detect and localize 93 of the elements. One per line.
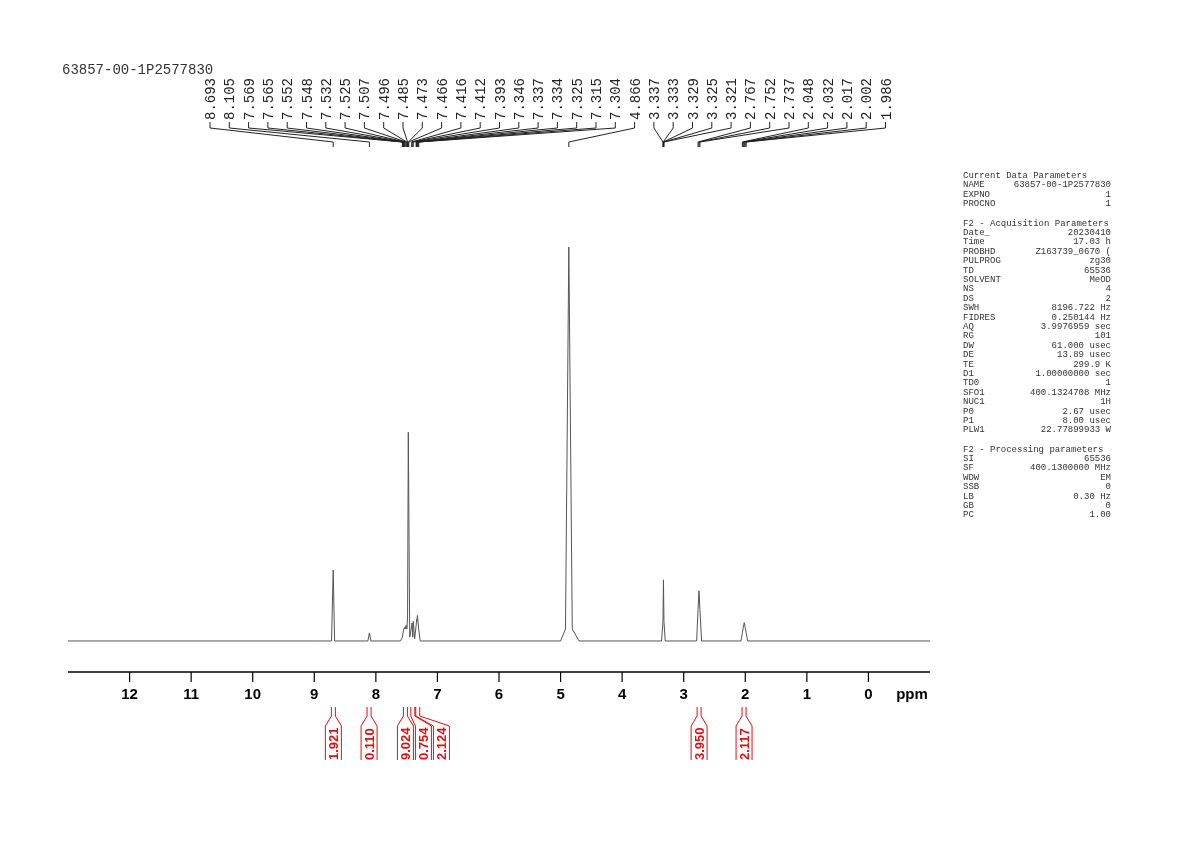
annotation: 9.024 bbox=[398, 726, 414, 760]
text: 7.416 bbox=[453, 77, 470, 120]
text: 2.737 bbox=[782, 77, 798, 120]
text: 7.393 bbox=[492, 77, 509, 120]
text: D1 1.00000000 sec bbox=[963, 368, 1111, 379]
text: 7.473 bbox=[415, 77, 432, 120]
text: SI 65536 bbox=[963, 454, 1111, 464]
text: 7.334 bbox=[550, 77, 567, 120]
text: 2.752 bbox=[762, 77, 779, 120]
x-tick-label: 8 bbox=[371, 685, 381, 702]
x-tick-label: 11 bbox=[183, 685, 200, 702]
text: RG 101 bbox=[963, 331, 1111, 342]
x-tick-label: 0 bbox=[864, 685, 873, 702]
text: 2.767 bbox=[743, 77, 760, 120]
text: P0 2.67 usec bbox=[963, 406, 1111, 417]
text: Date_ 20230410 bbox=[963, 227, 1111, 238]
text: Current Data Parameters bbox=[963, 171, 1088, 181]
text: 7.565 bbox=[260, 77, 277, 120]
text: 1.986 bbox=[878, 77, 895, 120]
text: 2.017 bbox=[839, 77, 856, 120]
x-tick-label: 2 bbox=[741, 685, 750, 702]
text: 7.507 bbox=[357, 77, 374, 120]
x-tick-label: 7 bbox=[433, 685, 442, 702]
text: 8.693 bbox=[203, 77, 219, 120]
text: 7.466 bbox=[434, 77, 451, 120]
text: AQ 3.9976959 sec bbox=[963, 321, 1111, 332]
text: 7.569 bbox=[241, 77, 258, 120]
text: SWH 8196.722 Hz bbox=[963, 303, 1111, 314]
text: 2.032 bbox=[820, 77, 837, 120]
text: F2 - Processing parameters bbox=[963, 444, 1104, 455]
text: 7.337 bbox=[531, 77, 548, 120]
text: 7.325 bbox=[569, 77, 586, 120]
text: DE 13.89 usec bbox=[963, 350, 1111, 361]
annotation: 0.754 bbox=[416, 726, 432, 760]
x-tick-label: 1 bbox=[802, 685, 812, 702]
text: 7.548 bbox=[299, 77, 316, 120]
text: PROCNO 1 bbox=[963, 199, 1111, 210]
text: EXPNO 1 bbox=[963, 189, 1111, 200]
text: WDW EM bbox=[963, 472, 1111, 483]
text: 3.325 bbox=[704, 77, 721, 120]
text: 7.315 bbox=[589, 77, 605, 120]
text: SOLVENT MeOD bbox=[963, 274, 1111, 285]
x-tick-label: 4 bbox=[617, 685, 627, 702]
text: DS 2 bbox=[963, 293, 1111, 304]
text: P1 8.00 usec bbox=[963, 415, 1111, 426]
text: 7.412 bbox=[473, 77, 490, 120]
x-tick-label: 9 bbox=[310, 685, 319, 702]
x-tick-label: 10 bbox=[244, 685, 262, 702]
text: NUC1 1H bbox=[963, 397, 1111, 408]
text: 7.485 bbox=[396, 77, 412, 120]
text: NS 4 bbox=[963, 284, 1111, 295]
text: TD 65536 bbox=[963, 265, 1111, 276]
text: F2 - Acquisition Parameters bbox=[963, 218, 1109, 229]
text: 4.866 bbox=[627, 77, 644, 120]
text: TD0 1 bbox=[963, 378, 1111, 389]
text: 3.321 bbox=[724, 77, 741, 120]
text: 7.552 bbox=[280, 77, 297, 120]
text: NAME 63857-00-1P2577830 bbox=[963, 180, 1111, 191]
annotation: 3.950 bbox=[692, 727, 708, 760]
text: PULPROG zg30 bbox=[963, 256, 1111, 267]
x-tick-label: 3 bbox=[679, 685, 688, 702]
text: Time 17.03 h bbox=[963, 237, 1111, 248]
x-tick-label: 12 bbox=[121, 685, 138, 702]
x-tick-label: 5 bbox=[556, 685, 565, 702]
text: 7.525 bbox=[338, 77, 355, 120]
chart-title: 63857-00-1P2577830 bbox=[62, 62, 214, 78]
text: DW 61.000 usec bbox=[963, 340, 1111, 351]
x-axis-title: ppm bbox=[896, 685, 928, 702]
text: 7.304 bbox=[608, 77, 625, 120]
text: PLW1 22.77899933 W bbox=[963, 425, 1111, 436]
text: 7.532 bbox=[318, 77, 335, 120]
text: GB 0 bbox=[963, 501, 1111, 511]
text: LB 0.30 Hz bbox=[963, 491, 1111, 502]
x-tick-label: 6 bbox=[494, 685, 504, 702]
annotation: 1.921 bbox=[326, 727, 342, 760]
text: TE 299.9 K bbox=[963, 359, 1111, 370]
text: 7.346 bbox=[511, 77, 528, 120]
text: 2.048 bbox=[801, 77, 818, 120]
annotation: 2.117 bbox=[737, 728, 753, 760]
text: 3.333 bbox=[666, 77, 683, 120]
text: 7.496 bbox=[376, 77, 393, 120]
annotation: 2.124 bbox=[434, 726, 450, 760]
text: PC 1.00 bbox=[963, 510, 1111, 521]
text: 3.329 bbox=[685, 77, 702, 120]
text: 3.337 bbox=[646, 77, 663, 120]
text: PROBHD Z163739_0670 ( bbox=[963, 246, 1111, 257]
text: 8.105 bbox=[222, 77, 239, 120]
text: SFO1 400.1324708 MHz bbox=[963, 387, 1111, 398]
annotation: 0.110 bbox=[362, 728, 378, 760]
text: SSB 0 bbox=[963, 482, 1111, 493]
text: FIDRES 0.250144 Hz bbox=[963, 312, 1111, 323]
text: 2.002 bbox=[859, 77, 876, 120]
text: SF 400.1300000 MHz bbox=[963, 463, 1111, 474]
